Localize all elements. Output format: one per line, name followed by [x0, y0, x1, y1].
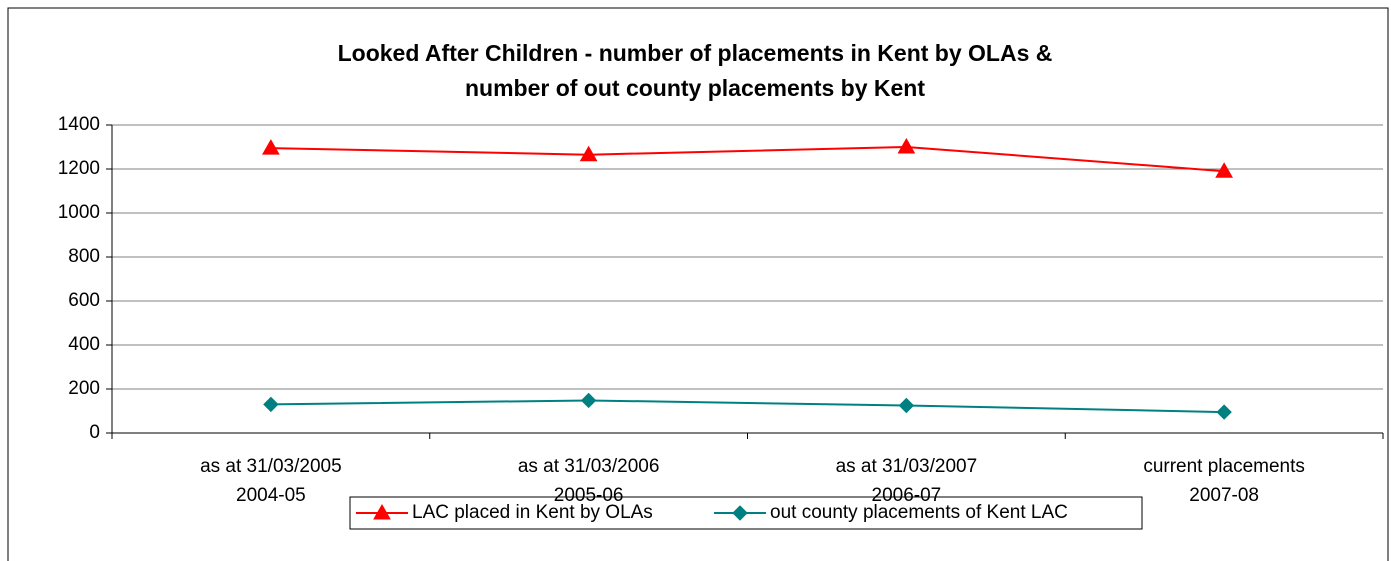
y-tick-label: 400	[68, 334, 100, 355]
series-line	[270, 145, 1225, 173]
y-tick-label: 600	[68, 290, 100, 311]
legend-label: out county placements of Kent LAC	[770, 502, 1068, 523]
x-tick-label: as at 31/03/2005	[200, 456, 342, 477]
data-point	[897, 137, 916, 154]
chart-title: Looked After Children - number of placem…	[338, 40, 1053, 66]
data-point	[1216, 404, 1232, 420]
data-point	[1215, 162, 1233, 178]
y-tick-label: 800	[68, 246, 100, 267]
x-tick-label: 2007-08	[1189, 485, 1259, 506]
data-point	[898, 397, 915, 414]
x-tick-label: 2006-07	[872, 485, 942, 506]
legend-marker	[373, 503, 391, 520]
data-point	[262, 139, 280, 155]
x-tick-label: current placements	[1143, 456, 1305, 477]
chart-title: number of out county placements by Kent	[465, 75, 925, 101]
legend-label: LAC placed in Kent by OLAs	[412, 502, 653, 523]
chart-frame	[7, 7, 1389, 561]
x-tick-label: as at 31/03/2007	[836, 456, 978, 477]
y-tick-label: 1400	[58, 114, 100, 135]
y-tick-label: 1200	[58, 158, 100, 179]
x-tick-label: 2004-05	[236, 485, 306, 506]
legend-marker	[732, 505, 748, 521]
x-tick-label: as at 31/03/2006	[518, 456, 660, 477]
series-line	[270, 399, 1225, 414]
data-point	[579, 145, 598, 162]
y-tick-label: 1000	[58, 202, 100, 223]
data-point	[263, 396, 279, 413]
y-tick-label: 0	[89, 422, 100, 443]
x-tick-label: 2005-06	[554, 485, 624, 506]
y-tick-label: 200	[68, 378, 100, 399]
data-point	[580, 392, 597, 409]
